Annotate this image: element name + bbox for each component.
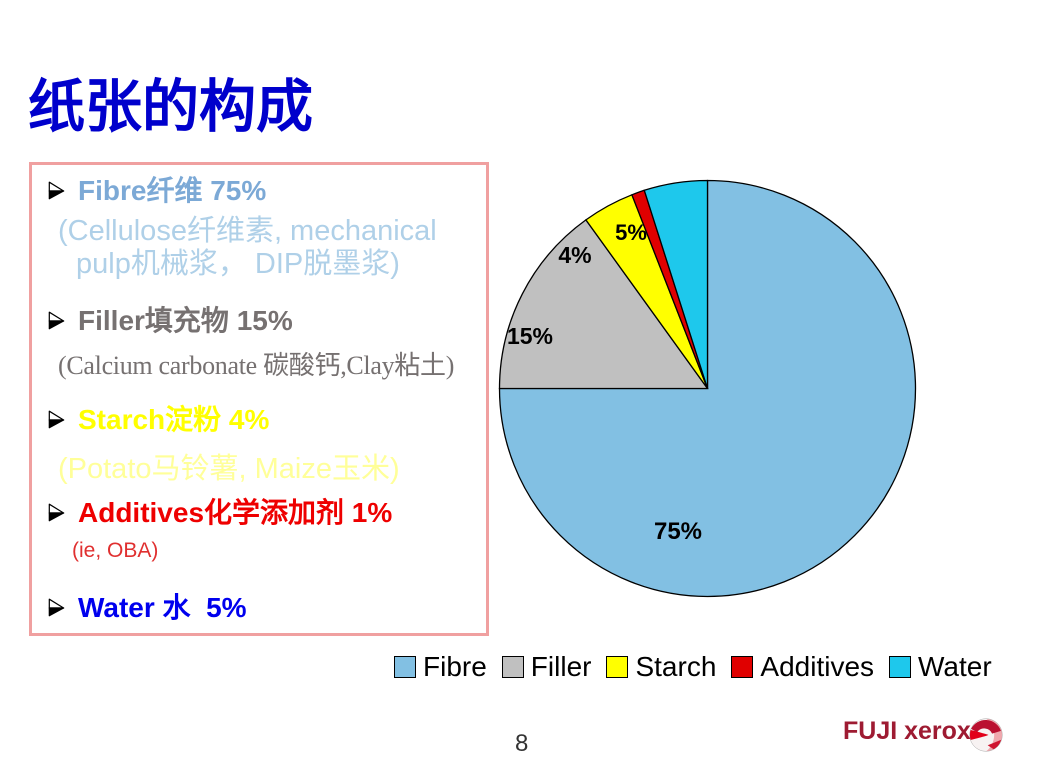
svg-text:5%: 5%: [615, 220, 647, 245]
svg-text:4%: 4%: [558, 242, 591, 268]
svg-text:75%: 75%: [654, 518, 702, 545]
svg-text:15%: 15%: [507, 323, 553, 349]
